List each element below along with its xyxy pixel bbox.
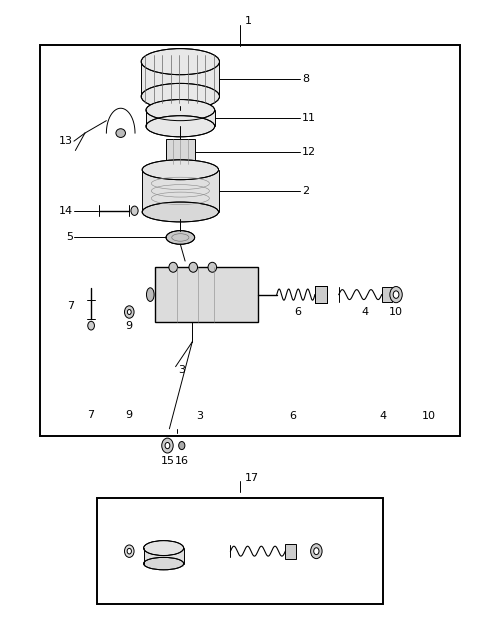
Bar	[155, 267, 258, 322]
Text: 10: 10	[389, 307, 403, 317]
Bar	[39, 45, 459, 436]
Ellipse shape	[141, 84, 219, 109]
Ellipse shape	[116, 129, 125, 137]
Text: 3: 3	[196, 411, 203, 421]
Text: 3: 3	[178, 366, 185, 376]
Ellipse shape	[146, 115, 215, 137]
Ellipse shape	[124, 306, 134, 318]
Bar	[382, 287, 392, 302]
Ellipse shape	[189, 262, 198, 272]
Ellipse shape	[393, 291, 399, 298]
Ellipse shape	[146, 288, 154, 301]
Text: 6: 6	[295, 307, 302, 317]
Ellipse shape	[314, 548, 319, 555]
Ellipse shape	[162, 438, 173, 453]
Ellipse shape	[124, 545, 134, 557]
Ellipse shape	[208, 262, 216, 272]
Ellipse shape	[390, 286, 402, 303]
Bar	[144, 548, 184, 567]
Text: 14: 14	[59, 206, 73, 216]
Text: 7: 7	[87, 409, 95, 419]
Bar	[142, 170, 218, 212]
Bar	[166, 139, 195, 164]
Bar	[315, 286, 327, 303]
Text: 2: 2	[302, 186, 309, 196]
Text: 9: 9	[126, 321, 133, 331]
Text: 11: 11	[302, 113, 316, 123]
Ellipse shape	[311, 544, 322, 558]
Ellipse shape	[144, 557, 184, 570]
Text: 5: 5	[66, 233, 73, 243]
Text: 13: 13	[59, 136, 73, 146]
Text: 12: 12	[302, 147, 316, 157]
Bar	[141, 62, 219, 97]
Text: 8: 8	[302, 74, 309, 84]
Text: 1: 1	[245, 16, 252, 26]
Ellipse shape	[142, 202, 218, 222]
Bar	[155, 267, 258, 322]
Text: 16: 16	[175, 456, 189, 466]
Bar	[97, 499, 383, 604]
Ellipse shape	[131, 206, 138, 215]
Text: 10: 10	[421, 411, 435, 421]
Ellipse shape	[165, 442, 170, 449]
Text: 4: 4	[361, 307, 369, 317]
Ellipse shape	[179, 442, 185, 450]
Ellipse shape	[146, 100, 215, 120]
Ellipse shape	[166, 231, 195, 244]
Ellipse shape	[142, 160, 218, 180]
Text: 15: 15	[160, 456, 174, 466]
Ellipse shape	[141, 49, 219, 75]
Ellipse shape	[144, 540, 184, 555]
Bar	[285, 544, 296, 558]
Ellipse shape	[127, 548, 132, 554]
Text: 17: 17	[245, 474, 259, 484]
Ellipse shape	[127, 310, 131, 314]
Text: 6: 6	[289, 411, 296, 421]
Text: 7: 7	[67, 301, 74, 311]
Text: 9: 9	[126, 409, 133, 419]
Bar	[146, 110, 215, 126]
Ellipse shape	[88, 321, 95, 330]
Text: 4: 4	[380, 411, 387, 421]
Ellipse shape	[169, 262, 178, 272]
